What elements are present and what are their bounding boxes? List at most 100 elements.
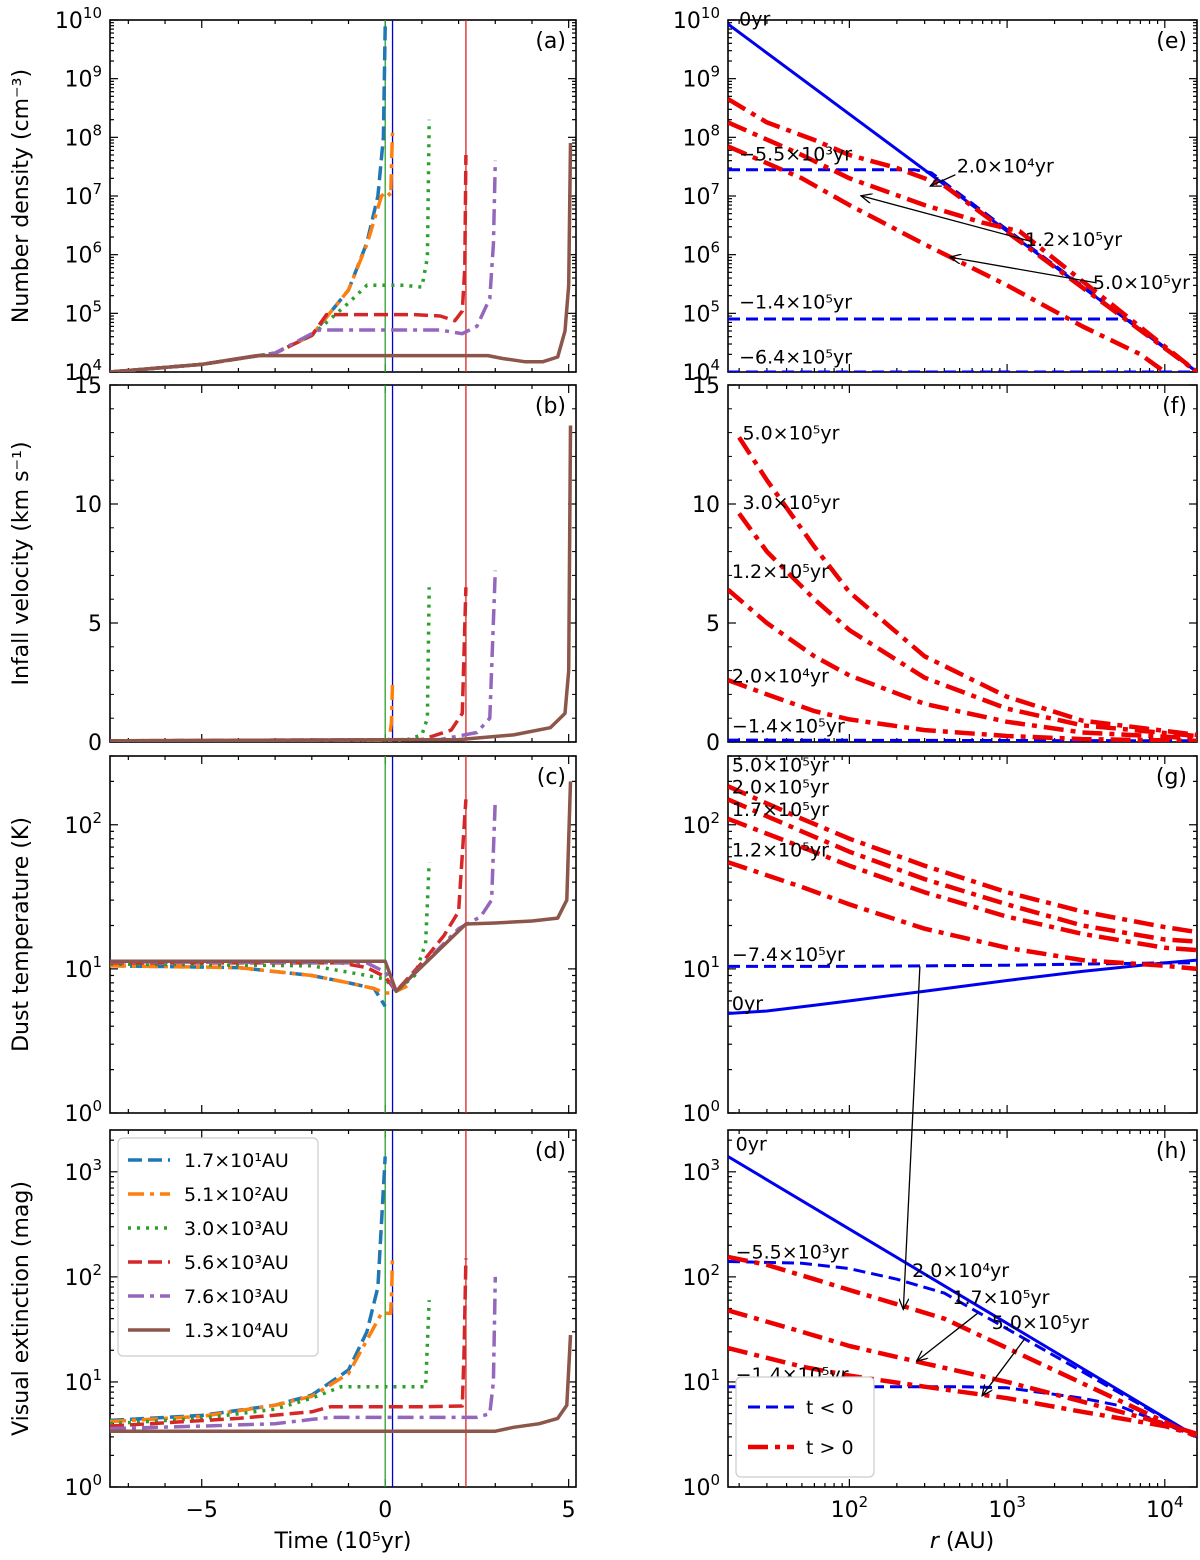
y-tick-label: 108 xyxy=(64,121,102,151)
panel-frame-g xyxy=(727,755,1198,1114)
curve-annotation: 5.0×10⁵yr xyxy=(992,1312,1089,1334)
curve-annotation: −5.5×10³yr xyxy=(739,144,852,166)
series-line xyxy=(110,684,395,742)
series-line xyxy=(728,1308,1197,1437)
annotation-arrow xyxy=(951,257,1097,284)
y-tick-label: 15 xyxy=(74,374,102,399)
curve-annotation: −1.4×10⁵yr xyxy=(732,715,845,737)
x-axis-label-time: Time (10⁵yr) xyxy=(274,1529,412,1554)
lines-g xyxy=(728,784,1197,1015)
legend-label: 1.3×10⁴AU xyxy=(184,1320,289,1342)
x-tick-label: −5 xyxy=(186,1498,218,1523)
y-tick-label: 102 xyxy=(682,1261,720,1291)
y-tick-label: 0 xyxy=(88,731,102,756)
curve-annotation: 1.2×10⁵yr xyxy=(732,561,829,583)
series-line xyxy=(728,677,1197,742)
panel-frame-f xyxy=(727,384,1198,743)
panel-frame-c xyxy=(109,755,577,1114)
y-tick-label: 101 xyxy=(64,1366,102,1396)
panel-label-f: (f) xyxy=(1162,394,1187,419)
y-tick-label: 100 xyxy=(64,1097,102,1127)
y-tick-label: 5 xyxy=(88,612,102,637)
x-tick-label: 0 xyxy=(378,1498,392,1523)
curve-annotation: 5.0×10⁵yr xyxy=(1093,272,1190,294)
series-line xyxy=(110,1258,468,1428)
series-line xyxy=(728,97,1197,372)
annotation-arrow xyxy=(917,1312,978,1360)
legend-label: 1.7×10¹AU xyxy=(184,1150,289,1172)
ticks-g: 100 101 102 xyxy=(682,755,1197,1127)
series-line xyxy=(728,144,1167,372)
y-tick-label: 107 xyxy=(682,180,720,210)
y-tick-label: 100 xyxy=(64,1471,102,1501)
series-line xyxy=(110,160,498,372)
curve-annotation: 2.0×10⁴yr xyxy=(732,666,829,688)
y-tick-label: 100 xyxy=(682,1097,720,1127)
curve-annotation: 1.7×10⁵yr xyxy=(952,1287,1049,1309)
series-line xyxy=(737,512,1197,739)
series-line xyxy=(110,781,573,993)
lines-c xyxy=(110,756,573,1113)
y-tick-label: 5 xyxy=(706,612,720,637)
y-tick-label: 109 xyxy=(64,63,102,93)
lines-a xyxy=(110,20,573,372)
lines-e xyxy=(728,22,1197,372)
series-line xyxy=(110,142,573,372)
ticks-e: 104 105 106 107 108 109 1010 xyxy=(673,4,1197,386)
series-line xyxy=(728,961,1197,968)
legends: 1.7×10¹AU 5.1×10²AU 3.0×10³AU 5.6×10³AU 7.6×… xyxy=(117,1137,875,1478)
legend-label: t < 0 xyxy=(806,1397,854,1419)
panel-frame-b xyxy=(109,384,577,743)
series-line xyxy=(110,425,573,742)
series-line xyxy=(737,436,1197,738)
curve-annotation: 1.2×10⁵yr xyxy=(1025,229,1122,251)
series-line xyxy=(110,587,468,742)
curve-annotation: −5.5×10³yr xyxy=(736,1241,849,1263)
y-tick-label: 100 xyxy=(682,1471,720,1501)
panel-label-e: (e) xyxy=(1156,29,1187,54)
series-line xyxy=(110,1334,573,1433)
axis-ticks: 1041051061071081091010051015100101102100… xyxy=(55,4,1197,1523)
series-line xyxy=(728,860,1197,972)
y-axis-label-b: Infall velocity (km s⁻¹) xyxy=(9,441,34,685)
series-line xyxy=(110,119,431,372)
ticks-a: 104 105 106 107 108 109 1010 xyxy=(55,4,576,386)
ticks-d: 100 101 102 103 −5 0 5 xyxy=(64,1130,576,1523)
y-tick-label: 0 xyxy=(706,731,720,756)
curve-annotation: 0yr xyxy=(736,1133,767,1155)
curve-annotation: 3.0×10⁵yr xyxy=(742,492,839,514)
series-line xyxy=(110,862,431,993)
annotation-arrow xyxy=(931,174,956,186)
y-tick-label: 104 xyxy=(64,356,102,386)
legend-radii: 1.7×10¹AU 5.1×10²AU 3.0×10³AU 5.6×10³AU 7.6×… xyxy=(117,1137,319,1357)
series-line xyxy=(728,1260,1197,1439)
annotation-arrow xyxy=(862,196,1031,242)
series-line xyxy=(728,168,1197,372)
series-line xyxy=(728,120,1197,372)
x-axis-label-radius: r (AU) xyxy=(930,1529,994,1554)
series-line xyxy=(728,738,1197,742)
legend-label: 5.6×10³AU xyxy=(184,1252,289,1274)
curve-annotation: 2.0×10⁴yr xyxy=(912,1260,1009,1282)
legend-label: 5.1×10²AU xyxy=(184,1184,289,1206)
series-line xyxy=(728,958,1197,1015)
panel-label-d: (d) xyxy=(535,1139,566,1164)
ticks-c: 100 101 102 xyxy=(64,755,576,1127)
curve-annotation: 5.0×10⁵yr xyxy=(732,754,829,776)
curve-annotation: 1.7×10⁵yr xyxy=(732,799,829,821)
y-tick-label: 1010 xyxy=(55,4,102,34)
panel-label-b: (b) xyxy=(535,394,566,419)
y-tick-label: 105 xyxy=(682,297,720,327)
data-lines xyxy=(110,20,1197,1487)
y-tick-label: 103 xyxy=(682,1156,720,1186)
curve-annotation: 1.2×10⁵yr xyxy=(732,840,829,862)
curve-annotation: −6.4×10⁵yr xyxy=(739,346,852,368)
y-tick-label: 101 xyxy=(682,1366,720,1396)
y-axis-label-c: Dust temperature (K) xyxy=(9,817,34,1052)
lines-d xyxy=(110,1130,573,1487)
lines-h xyxy=(728,1155,1197,1439)
series-line xyxy=(728,1345,1197,1438)
y-tick-label: 15 xyxy=(692,374,720,399)
curve-annotation: 0yr xyxy=(739,9,770,31)
